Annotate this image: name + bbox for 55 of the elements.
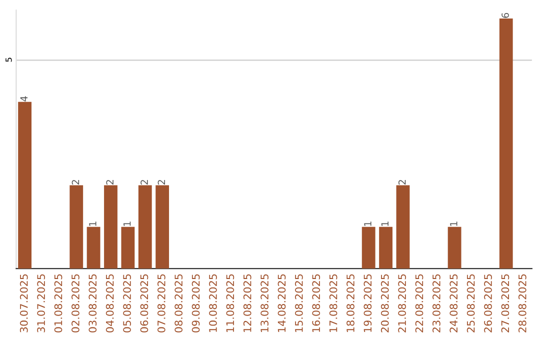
x-tick-label: 14.08.2025: [278, 274, 286, 332]
bar: [379, 226, 392, 269]
bar: [156, 185, 170, 269]
bar: [18, 102, 32, 269]
x-tick-label: 07.08.2025: [157, 274, 166, 332]
x-tick-label: 09.08.2025: [192, 274, 200, 332]
x-tick-label: 23.08.2025: [432, 274, 440, 332]
data-label: 1: [450, 222, 458, 226]
x-tick-label: 05.08.2025: [123, 274, 131, 332]
x-tick-label: 31.07.2025: [37, 274, 46, 332]
x-tick-label: 21.08.2025: [398, 274, 406, 332]
bar: [499, 18, 513, 269]
bar: [138, 185, 152, 269]
x-tick-label: 12.08.2025: [243, 274, 252, 332]
x-tick-label: 02.08.2025: [72, 274, 80, 332]
x-tick-label: 10.08.2025: [209, 274, 217, 332]
x-tick-label: 28.08.2025: [518, 274, 526, 332]
bar: [70, 185, 84, 269]
x-tick-label: 15.08.2025: [294, 274, 303, 332]
x-tick-label: 20.08.2025: [380, 274, 389, 332]
data-label: 1: [89, 222, 96, 226]
data-label: 2: [140, 180, 148, 185]
x-tick-label: 30.07.2025: [20, 274, 28, 332]
data-label: 2: [398, 180, 406, 185]
x-tick-label: 06.08.2025: [140, 274, 148, 332]
x-tick-label: 17.08.2025: [329, 274, 338, 332]
x-tick-label: 22.08.2025: [415, 274, 424, 332]
y-tick-label: 5: [6, 58, 12, 62]
bar: [448, 226, 462, 269]
x-tick-label: 26.08.2025: [484, 274, 492, 332]
x-tick-label: 18.08.2025: [346, 274, 354, 332]
bar: [104, 185, 118, 269]
data-label: 1: [381, 222, 388, 226]
bar: [121, 226, 135, 269]
x-tick-label: 27.08.2025: [501, 274, 510, 332]
x-tick-label: 11.08.2025: [226, 274, 234, 332]
bar: [86, 226, 100, 269]
data-label: 6: [502, 12, 509, 18]
x-tick-label: 13.08.2025: [260, 274, 268, 332]
x-tick-label: 08.08.2025: [174, 274, 183, 332]
bar: [362, 226, 376, 269]
data-label: 1: [124, 222, 131, 226]
x-tick-label: 03.08.2025: [88, 274, 97, 332]
x-tick-label: 24.08.2025: [450, 274, 458, 332]
x-tick-label: 01.08.2025: [54, 274, 62, 332]
data-label: 1: [364, 222, 372, 226]
x-tick-label: 04.08.2025: [106, 274, 114, 332]
x-tick-label: 16.08.2025: [312, 274, 320, 332]
data-label: 2: [158, 180, 165, 185]
data-label: 4: [20, 96, 28, 102]
data-label: 2: [106, 180, 114, 185]
x-tick-label: 19.08.2025: [364, 274, 372, 332]
x-tick-label: 25.08.2025: [466, 274, 475, 332]
bar: [396, 185, 410, 269]
data-label: 2: [72, 180, 80, 185]
